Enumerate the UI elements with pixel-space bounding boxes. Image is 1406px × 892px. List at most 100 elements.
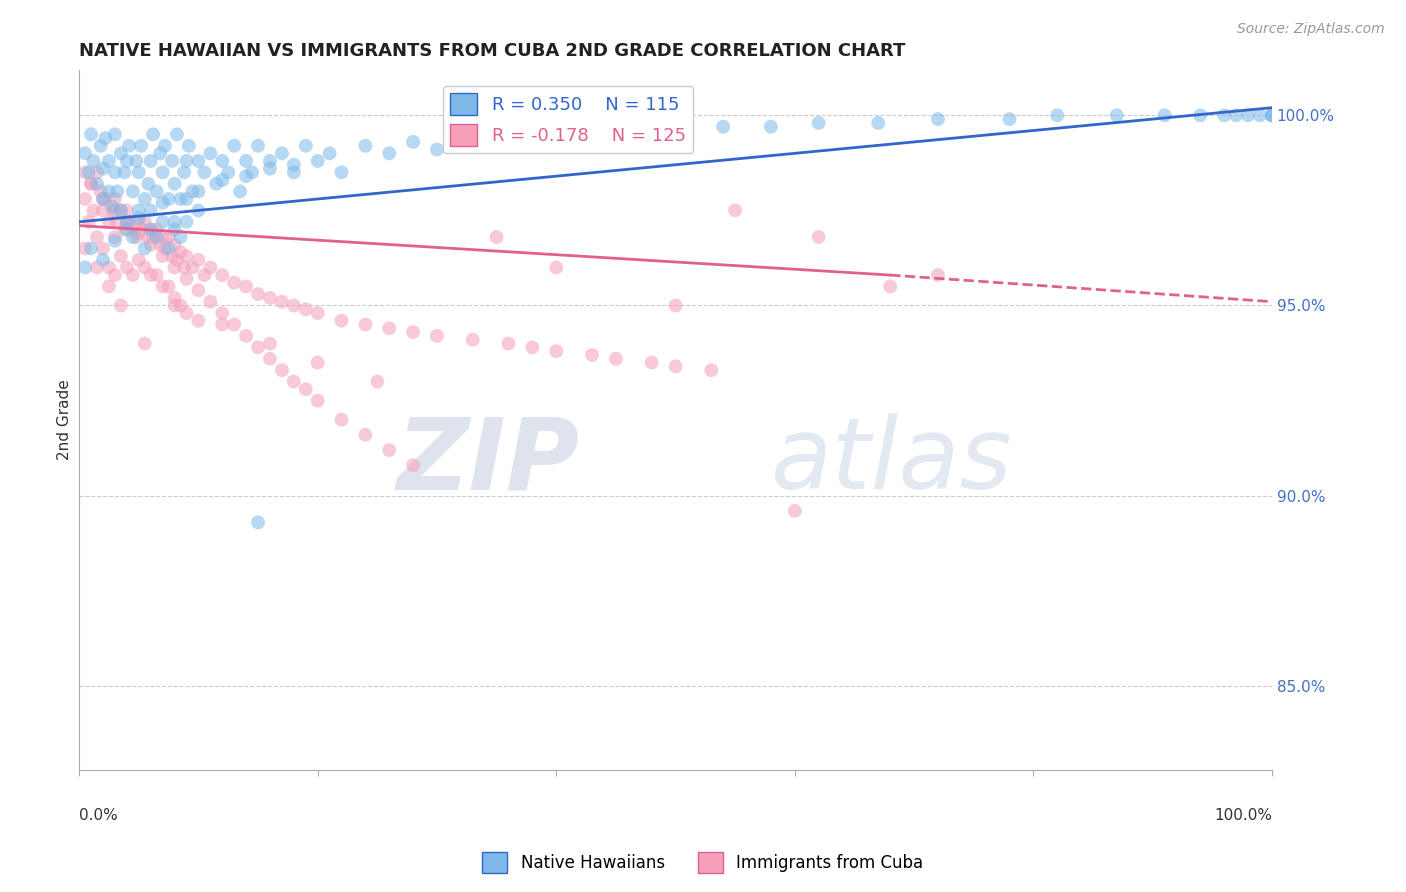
Point (402, 458, 425, 473)
Point (134, 336, 156, 351)
Point (125, 153, 148, 168)
Y-axis label: 2nd Grade: 2nd Grade (58, 379, 72, 460)
Point (235, 279, 257, 293)
Point (136, 177, 159, 191)
Point (80, 242, 103, 256)
Point (145, 230, 167, 244)
Point (163, 260, 186, 275)
Point (104, 192, 127, 206)
Point (402, 135, 425, 149)
Point (1261, 108, 1284, 122)
Point (259, 161, 281, 176)
Point (134, 192, 156, 206)
Point (97, 185, 120, 199)
Point (224, 276, 246, 290)
Point (235, 329, 257, 343)
Point (176, 306, 198, 320)
Point (354, 427, 377, 442)
Point (97, 153, 120, 168)
Point (807, 230, 830, 244)
Point (104, 268, 127, 282)
Point (75, 146, 97, 161)
Point (86, 260, 108, 275)
Point (115, 215, 138, 229)
Point (868, 116, 890, 130)
Point (90, 185, 112, 199)
Point (1189, 108, 1212, 122)
Point (294, 382, 316, 396)
Point (134, 260, 156, 275)
Point (152, 249, 174, 263)
Point (105, 215, 128, 229)
Point (121, 222, 143, 236)
Point (139, 268, 162, 282)
Point (187, 314, 209, 328)
Point (426, 329, 449, 343)
Point (546, 260, 568, 275)
Point (1237, 108, 1260, 122)
Point (927, 268, 949, 282)
Point (101, 200, 124, 214)
Point (153, 242, 176, 256)
Point (163, 177, 186, 191)
Point (181, 260, 204, 275)
Point (104, 128, 127, 142)
Point (283, 298, 305, 312)
Point (181, 185, 204, 199)
Point (105, 185, 128, 199)
Point (166, 252, 188, 267)
Point (118, 215, 141, 229)
Point (115, 260, 138, 275)
Point (217, 165, 239, 179)
Point (145, 185, 167, 199)
Point (153, 138, 176, 153)
Point (110, 249, 132, 263)
Point (270, 363, 292, 377)
Point (307, 153, 329, 168)
Point (134, 215, 156, 229)
Point (80, 177, 103, 191)
Point (169, 298, 191, 312)
Point (115, 203, 138, 218)
Point (91, 252, 114, 267)
Point (114, 165, 136, 179)
Point (75, 165, 97, 179)
Point (110, 203, 132, 218)
Point (176, 153, 198, 168)
Point (149, 146, 172, 161)
Point (166, 128, 188, 142)
Point (247, 340, 270, 354)
Point (330, 314, 353, 328)
Point (1105, 108, 1128, 122)
Point (224, 138, 246, 153)
Point (149, 237, 172, 252)
Point (200, 260, 222, 275)
Point (259, 153, 281, 168)
Point (224, 318, 246, 332)
Point (259, 291, 281, 305)
Point (546, 344, 568, 359)
Point (235, 153, 257, 168)
Point (211, 153, 233, 168)
Point (724, 203, 747, 218)
Point (80, 128, 103, 142)
Point (86, 230, 108, 244)
Point (605, 351, 627, 366)
Point (240, 165, 263, 179)
Point (193, 165, 215, 179)
Point (139, 222, 162, 236)
Point (205, 177, 228, 191)
Point (402, 325, 425, 339)
Point (581, 123, 603, 137)
Point (169, 245, 191, 260)
Point (283, 165, 305, 179)
Point (163, 215, 186, 229)
Text: Source: ZipAtlas.com: Source: ZipAtlas.com (1237, 22, 1385, 37)
Point (115, 222, 138, 236)
Point (82, 153, 104, 168)
Point (163, 298, 186, 312)
Point (160, 153, 183, 168)
Point (152, 195, 174, 210)
Point (104, 165, 127, 179)
Point (211, 306, 233, 320)
